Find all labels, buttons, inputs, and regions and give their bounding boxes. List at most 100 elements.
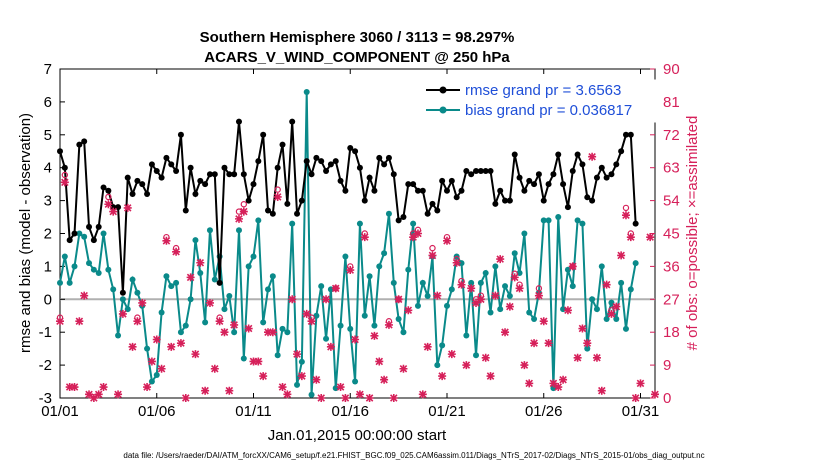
obs-assimilated-marker bbox=[496, 255, 505, 264]
rmse-point bbox=[385, 154, 392, 161]
obs-assimilated-marker bbox=[94, 390, 103, 399]
bias-point bbox=[540, 217, 547, 224]
rmse-point bbox=[535, 171, 542, 178]
obs-assimilated-marker bbox=[118, 309, 127, 318]
obs-assimilated-marker bbox=[99, 383, 108, 392]
obs-possible-marker bbox=[240, 201, 248, 208]
rmse-point bbox=[240, 171, 247, 178]
obs-assimilated-marker bbox=[225, 386, 234, 395]
bias-point bbox=[66, 279, 73, 286]
bias-point bbox=[173, 279, 180, 286]
rmse-point bbox=[458, 187, 465, 194]
bias-point bbox=[95, 269, 102, 276]
obs-assimilated-marker bbox=[597, 386, 606, 395]
rmse-point bbox=[110, 204, 117, 211]
bias-point bbox=[144, 345, 151, 352]
rmse-point bbox=[381, 161, 388, 168]
obs-assimilated-marker bbox=[176, 339, 185, 348]
y-left-tick-label: 4 bbox=[44, 160, 52, 177]
rmse-point bbox=[598, 164, 605, 171]
rmse-point bbox=[482, 167, 489, 174]
obs-assimilated-marker bbox=[360, 233, 369, 242]
obs-assimilated-marker bbox=[186, 273, 195, 282]
rmse-point bbox=[255, 158, 262, 165]
rmse-point bbox=[545, 181, 552, 188]
bias-point bbox=[206, 227, 213, 234]
rmse-point bbox=[443, 187, 450, 194]
y-right-tick-label: 90 bbox=[663, 61, 680, 78]
rmse-point bbox=[555, 151, 562, 158]
bias-point bbox=[265, 286, 272, 293]
obs-assimilated-marker bbox=[457, 280, 466, 289]
bias-point bbox=[395, 316, 402, 323]
rmse-point bbox=[492, 200, 499, 207]
rmse-point bbox=[66, 237, 73, 244]
legend-label: bias grand pr = 0.036817 bbox=[465, 102, 632, 119]
y-left-tick-label: -2 bbox=[39, 357, 52, 374]
rmse-point bbox=[148, 161, 155, 168]
bias-point bbox=[187, 296, 194, 303]
bias-point bbox=[129, 276, 136, 283]
bias-point bbox=[279, 325, 286, 332]
obs-assimilated-marker bbox=[651, 390, 659, 399]
y-axis-right-label: # of obs: o=possible; ×=assimilated bbox=[684, 116, 701, 351]
obs-assimilated-marker bbox=[326, 342, 335, 351]
bias-point bbox=[473, 352, 480, 359]
obs-assimilated-marker bbox=[447, 350, 456, 359]
bias-point bbox=[202, 319, 209, 326]
obs-assimilated-marker bbox=[317, 394, 326, 402]
bias-point bbox=[260, 319, 267, 326]
bias-point bbox=[371, 322, 378, 329]
rmse-point bbox=[318, 158, 325, 165]
bias-point bbox=[284, 329, 291, 336]
obs-assimilated-marker bbox=[588, 152, 597, 161]
rmse-point bbox=[173, 167, 180, 174]
bias-point bbox=[632, 260, 639, 267]
y-right-tick-label: 54 bbox=[663, 193, 680, 210]
obs-assimilated-marker bbox=[302, 309, 311, 318]
bias-point bbox=[192, 237, 199, 244]
rmse-point bbox=[158, 174, 165, 181]
rmse-point bbox=[81, 138, 88, 145]
rmse-point bbox=[376, 154, 383, 161]
rmse-point bbox=[487, 167, 494, 174]
obs-assimilated-marker bbox=[370, 331, 379, 340]
rmse-point bbox=[419, 187, 426, 194]
obs-assimilated-marker bbox=[210, 364, 219, 373]
rmse-point bbox=[424, 210, 431, 217]
rmse-point bbox=[182, 207, 189, 214]
rmse-point bbox=[57, 148, 63, 155]
rmse-point bbox=[593, 174, 600, 181]
obs-assimilated-marker bbox=[530, 339, 539, 348]
obs-assimilated-marker bbox=[157, 364, 166, 373]
rmse-point bbox=[526, 177, 533, 184]
obs-assimilated-marker bbox=[109, 207, 118, 216]
obs-assimilated-marker bbox=[205, 298, 214, 307]
bias-point bbox=[385, 210, 392, 217]
rmse-point bbox=[61, 164, 68, 171]
rmse-point bbox=[323, 167, 330, 174]
rmse-point bbox=[477, 167, 484, 174]
chart-title: Southern Hemisphere 3060 / 3113 = 98.297… bbox=[200, 29, 515, 46]
y-left-tick-label: -1 bbox=[39, 324, 52, 341]
plot-area: 01/01 01/06 01/11 01/16 01/21 01/26 01/31 -3 -2 -… bbox=[39, 61, 680, 420]
bias-point bbox=[622, 325, 629, 332]
obs-assimilated-marker bbox=[544, 339, 553, 348]
y-right-tick-label: 45 bbox=[663, 226, 680, 243]
bias-point bbox=[410, 220, 417, 227]
bias-point bbox=[197, 269, 204, 276]
obs-assimilated-marker bbox=[476, 295, 485, 304]
obs-assimilated-marker bbox=[510, 273, 519, 282]
obs-assimilated-marker bbox=[351, 335, 360, 344]
bias-point bbox=[381, 250, 388, 257]
x-tick-label: 01/26 bbox=[525, 403, 563, 420]
rmse-point bbox=[608, 171, 615, 178]
obs-assimilated-marker bbox=[428, 251, 437, 260]
bias-point bbox=[424, 293, 431, 300]
rmse-point bbox=[632, 220, 639, 227]
rmse-point bbox=[187, 164, 194, 171]
rmse-point bbox=[337, 177, 344, 184]
rmse-point bbox=[289, 118, 296, 125]
obs-assimilated-marker bbox=[636, 379, 645, 388]
obs-assimilated-marker bbox=[612, 302, 621, 311]
